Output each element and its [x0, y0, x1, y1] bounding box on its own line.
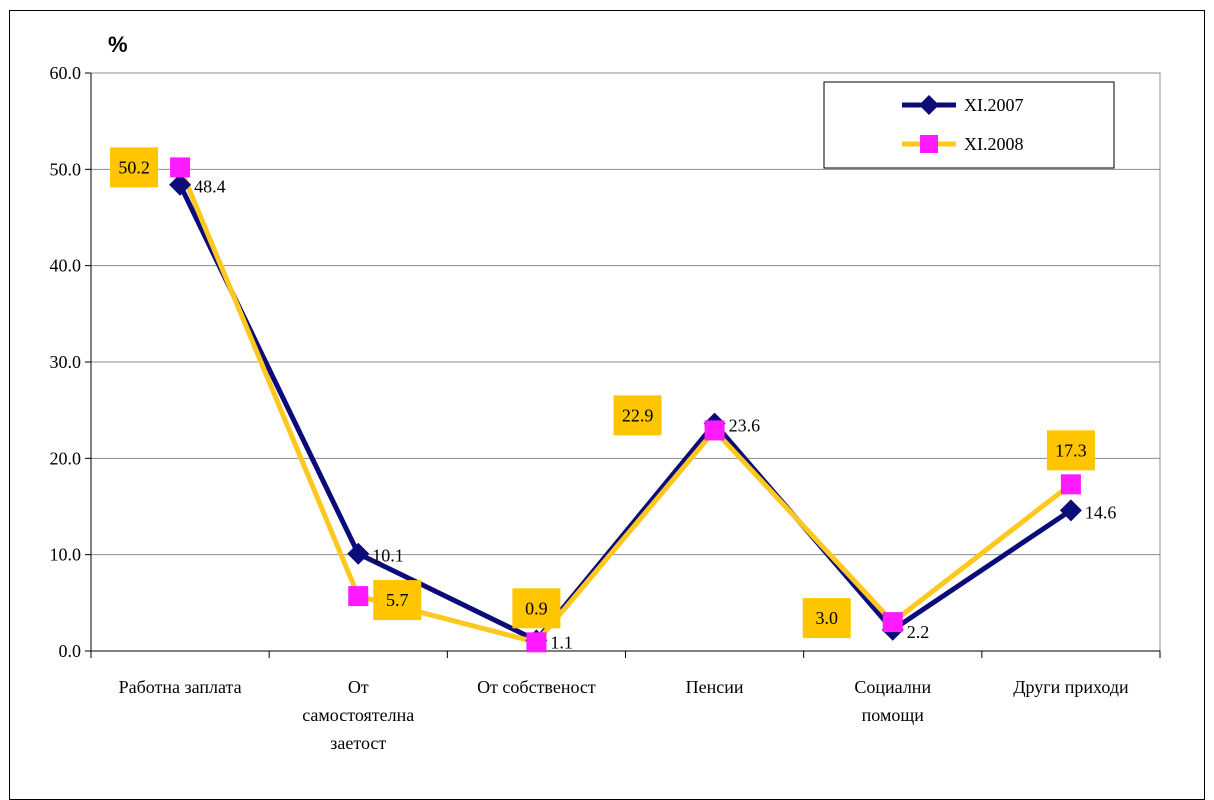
data-label: 14.6: [1085, 502, 1117, 522]
legend: [823, 81, 1115, 169]
x-tick-label: самостоятелна: [302, 705, 414, 725]
y-tick-label: 40.0: [50, 256, 82, 276]
data-label: 23.6: [729, 416, 761, 436]
data-label: 17.3: [1055, 440, 1087, 460]
data-point: [882, 612, 903, 633]
data-label-box: [802, 598, 851, 639]
data-point: [348, 586, 369, 607]
data-point: [169, 173, 192, 196]
unit-label: %: [108, 32, 128, 57]
data-label: 10.1: [372, 546, 404, 566]
data-label-box: [1046, 430, 1095, 471]
data-point: [347, 542, 370, 565]
x-tick-label: Други приходи: [1013, 677, 1129, 697]
legend-label: XI.2008: [964, 134, 1024, 154]
x-tick-label: Социални: [854, 677, 931, 697]
data-label: 5.7: [386, 590, 409, 610]
data-point: [1059, 499, 1082, 522]
y-tick-label: 60.0: [50, 63, 82, 83]
x-tick-label: От: [348, 677, 369, 697]
data-label-box: [373, 580, 422, 621]
x-tick-label: От собственост: [477, 677, 596, 697]
data-label-box: [613, 395, 662, 436]
y-tick-label: 10.0: [50, 545, 82, 565]
data-point: [1060, 474, 1081, 495]
data-label: 48.4: [194, 177, 226, 197]
data-label: 3.0: [816, 608, 839, 628]
x-tick-label: помощи: [862, 705, 925, 725]
series-line-XI.2008: [177, 166, 1073, 645]
y-tick-label: 0.0: [59, 641, 82, 661]
data-label: 2.2: [907, 622, 930, 642]
x-tick-label: Пенсии: [686, 677, 744, 697]
data-point: [170, 157, 191, 178]
data-point: [526, 632, 547, 653]
data-label-box: [512, 588, 561, 629]
data-label: 50.2: [118, 157, 150, 177]
legend-swatch-marker: [920, 135, 938, 153]
y-tick-label: 30.0: [50, 352, 82, 372]
x-tick-label: Работна заплата: [119, 677, 242, 697]
legend-label: XI.2007: [964, 95, 1024, 115]
legend-swatch-marker: [919, 95, 939, 115]
data-label: 0.9: [525, 598, 548, 618]
data-point: [704, 420, 725, 441]
data-label: 22.9: [622, 405, 654, 425]
series-line-XI.2007: [177, 183, 1073, 643]
y-tick-label: 20.0: [50, 448, 82, 468]
data-label: 1.1: [550, 632, 573, 652]
data-label-box: [110, 147, 159, 188]
y-tick-label: 50.0: [50, 159, 82, 179]
x-tick-label: заетост: [330, 733, 386, 753]
